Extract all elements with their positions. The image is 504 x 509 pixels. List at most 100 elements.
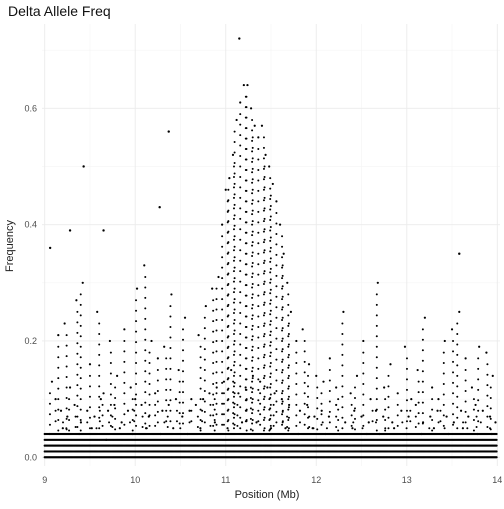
data-point: [65, 417, 68, 420]
data-point: [251, 157, 254, 160]
data-point: [275, 253, 278, 256]
data-point: [262, 178, 265, 181]
data-point: [442, 414, 445, 417]
data-point: [362, 372, 365, 375]
data-point: [464, 369, 467, 372]
data-point: [221, 392, 224, 395]
data-point: [48, 423, 51, 426]
data-point: [281, 402, 284, 405]
data-point: [135, 341, 138, 344]
data-point: [232, 406, 235, 409]
data-point: [57, 398, 60, 401]
data-point: [251, 181, 254, 184]
data-point: [275, 421, 278, 424]
data-point: [281, 420, 284, 423]
data-point: [232, 427, 235, 430]
data-point: [251, 251, 254, 254]
data-point: [123, 402, 126, 405]
data-point: [213, 429, 216, 432]
data-point: [150, 339, 153, 343]
data-point: [233, 203, 236, 206]
data-point: [156, 379, 159, 382]
data-point: [231, 153, 235, 156]
data-point: [269, 320, 272, 323]
data-point: [295, 393, 298, 396]
data-point: [96, 310, 99, 313]
data-point: [466, 427, 469, 430]
data-point: [186, 432, 189, 436]
data-point: [222, 392, 225, 395]
data-point: [251, 429, 254, 432]
data-point: [140, 403, 143, 407]
data-point: [114, 396, 117, 399]
data-point: [450, 328, 454, 331]
data-point: [163, 421, 166, 424]
data-point: [68, 229, 72, 232]
data-point: [362, 339, 365, 343]
data-point: [269, 218, 272, 221]
data-point: [120, 421, 123, 424]
data-point: [417, 412, 420, 415]
x-axis-label: Position (Mb): [235, 489, 300, 501]
data-point: [257, 200, 260, 203]
data-point: [123, 328, 126, 331]
data-point: [375, 387, 378, 390]
data-point: [269, 299, 272, 302]
data-point: [456, 395, 459, 398]
data-point: [456, 406, 459, 409]
data-point: [197, 334, 200, 337]
data-point: [452, 392, 455, 395]
data-point: [341, 332, 344, 335]
data-point: [230, 368, 233, 372]
data-point: [341, 364, 344, 367]
data-point: [257, 315, 260, 318]
data-point: [249, 407, 252, 410]
data-point: [228, 177, 231, 180]
x-tick-label: 14: [492, 475, 502, 485]
data-point: [251, 262, 254, 265]
data-point: [257, 263, 260, 266]
data-point: [337, 419, 340, 422]
data-point: [464, 400, 467, 403]
data-point: [262, 408, 265, 411]
data-point: [245, 357, 248, 360]
data-point: [384, 419, 387, 422]
data-point: [65, 396, 68, 399]
data-point: [262, 324, 265, 327]
data-point: [269, 239, 272, 242]
data-point: [489, 386, 492, 389]
data-point: [76, 321, 79, 324]
data-point: [341, 416, 344, 419]
data-point: [442, 424, 445, 427]
data-point: [194, 403, 197, 407]
data-point: [79, 314, 82, 317]
data-point: [236, 403, 239, 406]
data-point: [232, 207, 235, 210]
data-point: [405, 432, 408, 436]
data-point: [215, 381, 218, 384]
data-point: [384, 398, 387, 401]
data-point: [209, 424, 212, 427]
data-point: [79, 387, 82, 390]
data-point: [227, 356, 230, 359]
data-point: [251, 241, 254, 244]
data-point: [262, 356, 265, 359]
data-point: [281, 295, 284, 298]
data-point: [239, 301, 242, 304]
data-point: [486, 394, 489, 397]
data-point: [215, 402, 218, 405]
data-point: [57, 356, 60, 359]
data-point: [196, 426, 199, 429]
data-point: [98, 322, 101, 325]
data-point: [57, 334, 60, 337]
data-point: [281, 287, 284, 290]
data-point: [182, 349, 185, 352]
data-point: [464, 410, 467, 413]
data-point: [269, 288, 272, 291]
data-point: [199, 387, 202, 390]
data-point: [287, 353, 290, 356]
data-point: [54, 420, 57, 423]
data-point: [458, 252, 461, 255]
data-point: [485, 351, 488, 354]
data-point: [387, 427, 390, 430]
